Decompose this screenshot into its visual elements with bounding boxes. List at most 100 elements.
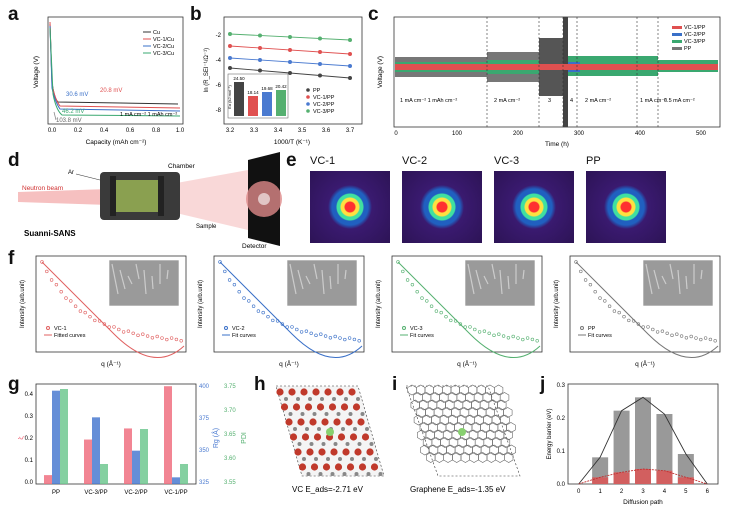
- sans-pattern-2: [494, 171, 574, 243]
- pattern-title-1: VC-2: [402, 155, 428, 167]
- sans-point: [179, 339, 183, 343]
- sem-inset: [642, 259, 714, 307]
- sans-point: [655, 330, 660, 334]
- segment-c-5: 1 mA cm⁻²: [640, 98, 666, 104]
- legend-a-1: VC-1/Cu: [153, 37, 174, 43]
- sans-point: [150, 336, 155, 340]
- vc-atom: [309, 418, 317, 426]
- vc-atom: [337, 433, 346, 441]
- sans-point: [598, 296, 602, 300]
- f-legend-1: VC-2: [232, 326, 245, 332]
- sans-point: [69, 299, 73, 303]
- sans-point: [242, 296, 246, 300]
- f-ylabel-3: Intensity (arb.unit): [554, 280, 560, 328]
- j-bar-grey-3: [635, 397, 651, 484]
- f-fit-2: Fit curves: [410, 333, 434, 339]
- xtick-b-0: 3.2: [226, 128, 235, 134]
- xtick-b-2: 3.4: [274, 128, 283, 134]
- sans-point: [521, 337, 525, 342]
- condition-a: 1 mA cm⁻² 1 mAh cm⁻²: [120, 112, 177, 118]
- legend-c-3: PP: [684, 46, 692, 52]
- sans-point: [165, 337, 169, 342]
- sans-point: [713, 339, 717, 343]
- vc-atom: [354, 448, 362, 456]
- sans-point: [141, 332, 145, 336]
- ylabel-c: Voltage (V): [377, 56, 384, 88]
- sans-point: [227, 278, 232, 282]
- g-bar-1-2: [100, 464, 108, 484]
- panel-label-e: e: [286, 150, 297, 171]
- sans-point: [444, 314, 448, 319]
- sans-point: [535, 339, 539, 343]
- j-ytick-0: 0.0: [557, 482, 566, 488]
- g-bar-2-2: [140, 429, 148, 484]
- g-ylabel-right: PDI: [241, 432, 248, 444]
- sem-inset: [286, 259, 358, 307]
- sem-inset: [464, 259, 536, 307]
- sans-point: [401, 269, 405, 274]
- xtick-c-4: 400: [635, 131, 646, 137]
- ytick-b-0: -2: [216, 33, 222, 39]
- vc-atom: [330, 448, 338, 456]
- sans-point: [218, 260, 222, 264]
- vc-atom: [318, 448, 326, 456]
- sans-point: [323, 334, 328, 338]
- g-rtick-4: 3.75: [224, 384, 236, 390]
- xtick-c-1: 100: [452, 131, 463, 137]
- j-bar-red-4: [656, 470, 673, 484]
- sans-pattern-3: [586, 171, 666, 243]
- graphene-hex: [494, 384, 504, 396]
- g-rtick-2: 3.65: [224, 432, 236, 438]
- sans-point: [247, 299, 251, 303]
- g-bar-3-2: [180, 464, 188, 484]
- sans-point: [73, 304, 78, 308]
- sans-point: [482, 329, 487, 333]
- panel-label-a: a: [8, 4, 19, 25]
- g-cat-3: VC-1/PP: [164, 490, 187, 496]
- vc-atom: [366, 448, 374, 456]
- graphene-hex: [506, 444, 516, 456]
- vc-atom: [312, 388, 320, 396]
- vc-atom: [288, 388, 296, 396]
- vc-atom: [316, 403, 325, 411]
- xlabel-b: 1000/T (K⁻¹): [274, 139, 310, 146]
- inset-b-2: 19.68: [261, 86, 273, 91]
- sans-point: [497, 332, 501, 336]
- sans-point: [88, 314, 92, 319]
- panel-label-d: d: [8, 150, 20, 171]
- panel-b-chart: 24.50 18.14 19.68 20.42 Ea (kJ mol⁻¹) PP…: [204, 16, 363, 146]
- j-xtick-5: 5: [684, 489, 688, 495]
- j-xtick-4: 4: [663, 489, 667, 495]
- f-legend-0: VC-1: [54, 326, 67, 332]
- legend-b-1: VC-1/PP: [313, 95, 335, 101]
- segment-c-3: 4: [570, 98, 573, 104]
- sans-point: [232, 282, 237, 287]
- sans-point: [636, 322, 641, 326]
- sans-point: [420, 296, 424, 300]
- sans-point: [271, 318, 275, 323]
- vc-atom: [342, 448, 350, 456]
- sans-point: [40, 260, 44, 264]
- detector-label: Detector: [242, 243, 267, 250]
- segment-c-1: 2 mA cm⁻²: [494, 98, 520, 104]
- sans-point: [675, 332, 679, 336]
- vc-atom: [298, 463, 307, 471]
- chamber-label: Chamber: [168, 163, 196, 170]
- sans-point: [328, 336, 333, 340]
- sans-point: [617, 310, 621, 315]
- j-xtick-2: 2: [620, 489, 624, 495]
- vc-atom: [370, 463, 379, 471]
- annot-a-3: 103.8 mV: [56, 118, 82, 124]
- sans-point: [121, 330, 126, 334]
- graphene-hex: [503, 429, 513, 441]
- f-fit-0: Fitted curves: [54, 333, 86, 339]
- sans-point: [660, 329, 665, 333]
- sans-point: [78, 309, 83, 313]
- g-mtick-1: 350: [199, 448, 210, 454]
- graphene-hex: [499, 392, 510, 403]
- xtick-b-1: 3.3: [250, 128, 259, 134]
- sans-pattern-0: [310, 171, 390, 243]
- vc-atom: [340, 403, 349, 411]
- ytick-b-2: -6: [216, 83, 222, 89]
- g-ltick-1: 0.1: [25, 458, 34, 464]
